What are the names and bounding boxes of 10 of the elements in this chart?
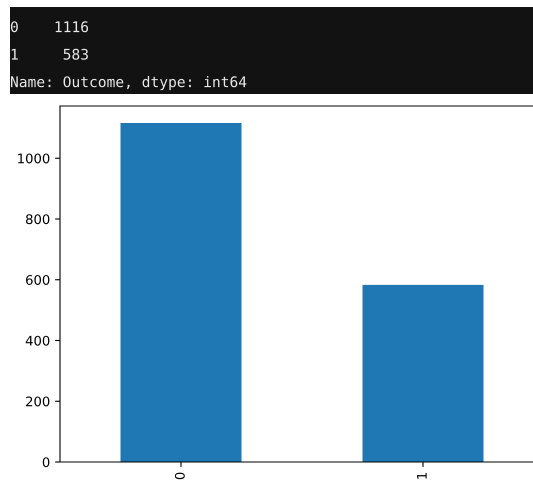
y-tick-label: 1000 (18, 153, 50, 164)
y-tick-label: 400 (26, 336, 50, 346)
y-tick-label: 200 (26, 396, 50, 406)
text: 0 1116 (10, 21, 88, 32)
text: 1 583 (12, 48, 88, 60)
x-tick-label: 1 (417, 472, 427, 479)
text: Name: Outcome, dtype: int64 (10, 76, 246, 90)
y-tick-label: 600 (26, 274, 50, 285)
y-tick-label: 800 (26, 214, 50, 224)
y-tick-label: 0 (42, 457, 50, 468)
